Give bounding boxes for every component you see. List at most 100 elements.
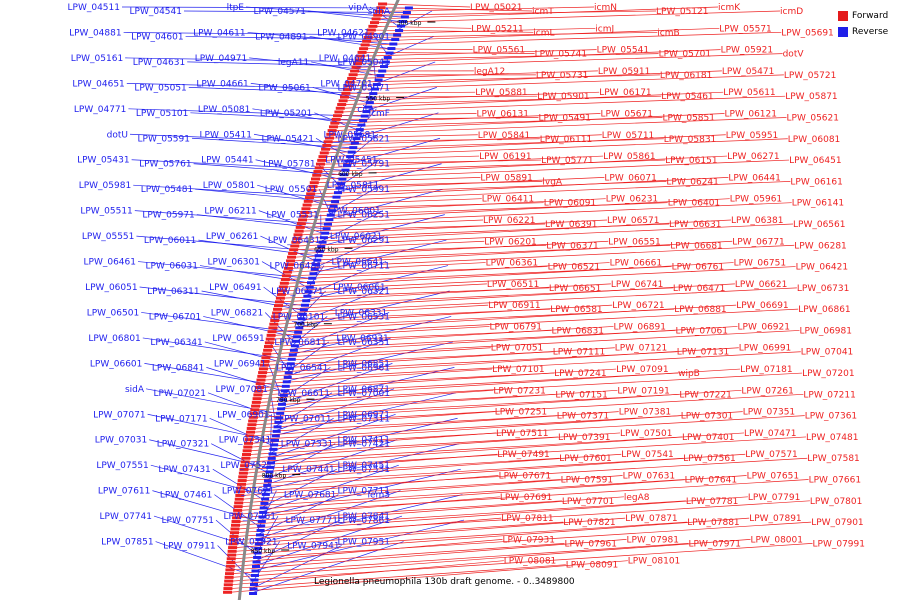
- forward-feature-block: [337, 103, 347, 107]
- reverse-feature-block: [257, 519, 266, 523]
- forward-leader-line: [346, 95, 538, 98]
- forward-feature-block: [237, 482, 247, 486]
- forward-gene-label: LPW_05491: [539, 113, 591, 123]
- reverse-gene-label: LPW_04511: [68, 3, 120, 13]
- reverse-leader-line: [256, 490, 401, 540]
- reverse-gene-label: LPW_06901: [217, 410, 269, 420]
- reverse-leader-line: [309, 36, 389, 49]
- reverse-feature-block: [332, 195, 341, 199]
- forward-feature-block: [274, 300, 284, 304]
- genome-caption: Legionella pneumophila 130b draft genome…: [314, 577, 575, 587]
- forward-gene-label: LPW_06581: [550, 305, 602, 315]
- reverse-feature-block: [365, 101, 374, 105]
- reverse-leader-line: [123, 32, 395, 36]
- forward-gene-label: LPW_05881: [475, 88, 527, 98]
- scale-tick-label: 650 kbp: [314, 246, 339, 253]
- reverse-leader-line: [264, 312, 294, 342]
- forward-feature-block: [226, 560, 236, 564]
- forward-gene-label: LPW_06121: [725, 109, 777, 119]
- reverse-leader-line: [334, 163, 442, 193]
- forward-feature-block: [354, 58, 364, 62]
- forward-feature-block: [368, 24, 378, 28]
- forward-gene-label: LPW_07091: [616, 365, 668, 375]
- forward-feature-block: [240, 460, 250, 464]
- forward-leader-line: [247, 432, 745, 467]
- forward-feature-block: [265, 337, 275, 341]
- reverse-feature-block: [295, 326, 304, 330]
- forward-feature-block: [253, 393, 263, 397]
- reverse-leader-line: [303, 265, 449, 302]
- reverse-feature-block: [297, 317, 306, 321]
- forward-leader-line: [361, 53, 659, 61]
- forward-leader-line: [278, 304, 489, 318]
- reverse-gene-label: LPW_06351: [338, 338, 390, 348]
- forward-feature-block: [241, 456, 251, 460]
- forward-leader-line: [265, 347, 615, 370]
- forward-feature-block: [225, 564, 235, 568]
- reverse-feature-block: [273, 425, 282, 429]
- reverse-gene-label: LPW_05411: [200, 130, 252, 140]
- reverse-gene-label: LPW_04631: [133, 58, 185, 68]
- reverse-gene-label: LPW_07711: [338, 487, 390, 497]
- forward-leader-line: [302, 219, 484, 228]
- scale-tick-label: 750 kbp: [276, 397, 301, 404]
- forward-gene-label: LPW_06401: [668, 199, 720, 209]
- forward-gene-label: LPW_06161: [790, 177, 842, 187]
- forward-gene-label: legA8: [624, 493, 650, 503]
- forward-gene-label: LPW_05461: [661, 92, 713, 102]
- forward-leader-line: [273, 308, 799, 336]
- forward-leader-line: [239, 496, 500, 519]
- reverse-gene-label: LPW_07951: [338, 538, 390, 548]
- forward-gene-label: wipB: [678, 369, 700, 379]
- reverse-leader-line: [137, 261, 310, 279]
- reverse-leader-line: [199, 265, 309, 284]
- forward-feature-block: [308, 184, 318, 188]
- reverse-gene-label: LPW_07761: [224, 512, 276, 522]
- forward-gene-label: LPW_06381: [731, 216, 783, 226]
- forward-feature-block: [238, 475, 248, 479]
- forward-leader-line: [272, 326, 490, 340]
- forward-feature-block: [234, 501, 244, 505]
- reverse-gene-label: LPW_07321: [157, 440, 209, 450]
- reverse-leader-line: [150, 464, 263, 495]
- forward-leader-line: [314, 177, 605, 191]
- forward-feature-block: [341, 91, 351, 95]
- reverse-leader-line: [133, 184, 334, 198]
- reverse-gene-label: LPW_05681: [324, 130, 376, 140]
- reverse-feature-block: [326, 213, 335, 217]
- forward-gene-label: LPW_07541: [621, 450, 673, 460]
- reverse-gene-label: LPW_05591: [138, 134, 190, 144]
- forward-feature-block: [233, 508, 243, 512]
- reverse-feature-block: [402, 11, 411, 15]
- forward-gene-label: LPW_06451: [789, 156, 841, 166]
- forward-gene-label: LPW_05731: [536, 71, 588, 81]
- reverse-feature-block: [257, 524, 266, 528]
- forward-leader-line: [291, 240, 733, 265]
- forward-feature-block: [229, 534, 239, 538]
- reverse-gene-label: LPW_05501: [265, 185, 317, 195]
- reverse-feature-block: [278, 402, 287, 406]
- reverse-gene-label: LPW_05101: [136, 109, 188, 119]
- reverse-gene-label: vipA: [348, 3, 369, 13]
- forward-leader-line: [280, 283, 735, 310]
- forward-gene-label: LPW_05021: [470, 3, 522, 13]
- reverse-feature-block: [400, 15, 409, 19]
- forward-gene-label: LPW_06561: [793, 220, 845, 230]
- reverse-gene-label: LPW_06851: [338, 359, 390, 369]
- forward-leader-line: [255, 393, 680, 418]
- forward-leader-line: [289, 262, 486, 273]
- forward-feature-block: [356, 54, 366, 58]
- reverse-gene-label: LPW_04771: [74, 105, 126, 115]
- forward-gene-label: LPW_06861: [798, 305, 850, 315]
- reverse-gene-label: LPW_05441: [201, 156, 253, 166]
- forward-leader-line: [283, 283, 487, 295]
- reverse-feature-block: [346, 155, 355, 159]
- forward-gene-label: LPW_07131: [677, 348, 729, 358]
- forward-leader-line: [297, 223, 794, 247]
- reverse-leader-line: [269, 417, 334, 455]
- forward-leader-line: [285, 262, 734, 288]
- forward-gene-label: LPW_06471: [673, 284, 725, 294]
- forward-gene-label: LPW_07101: [492, 365, 544, 375]
- forward-gene-label: LPW_07251: [495, 408, 547, 418]
- forward-feature-block: [378, 2, 388, 6]
